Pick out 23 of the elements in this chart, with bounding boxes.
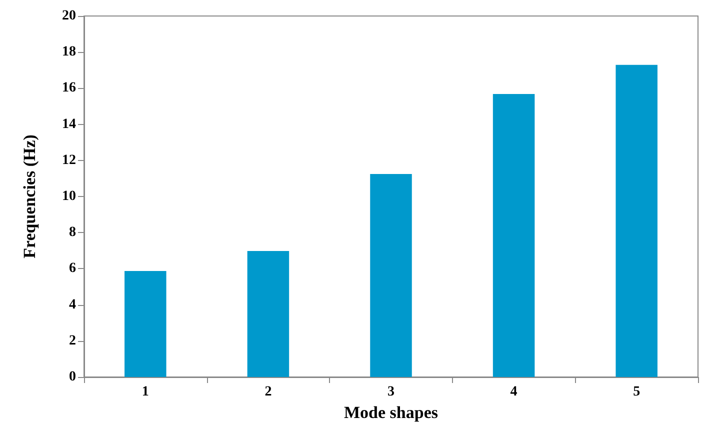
x-tick-label: 1	[142, 384, 149, 400]
y-axis-title: Frequencies (Hz)	[20, 134, 39, 258]
y-tick-label: 8	[69, 225, 76, 240]
y-tick-label: 10	[62, 189, 76, 204]
y-tick-label: 20	[62, 8, 76, 24]
x-tick-label: 5	[633, 384, 640, 400]
y-tick-label: 18	[62, 44, 76, 60]
y-tick-label: 12	[62, 152, 76, 168]
bar	[616, 64, 658, 377]
y-tick-label: 6	[69, 261, 76, 276]
x-tick-label: 2	[264, 384, 272, 400]
y-tick-label: 16	[62, 80, 76, 96]
y-tick-label: 4	[69, 297, 76, 312]
bar	[492, 94, 535, 377]
x-tick-label: 4	[510, 384, 518, 400]
x-tick-label: 3	[388, 384, 394, 400]
bar	[124, 271, 166, 377]
bar	[370, 174, 412, 377]
y-tick-label: 0	[69, 370, 76, 384]
bar	[247, 251, 290, 377]
y-tick-label: 14	[62, 116, 76, 132]
x-axis-title: Mode shapes	[344, 402, 438, 422]
y-tick-label: 2	[69, 333, 76, 348]
